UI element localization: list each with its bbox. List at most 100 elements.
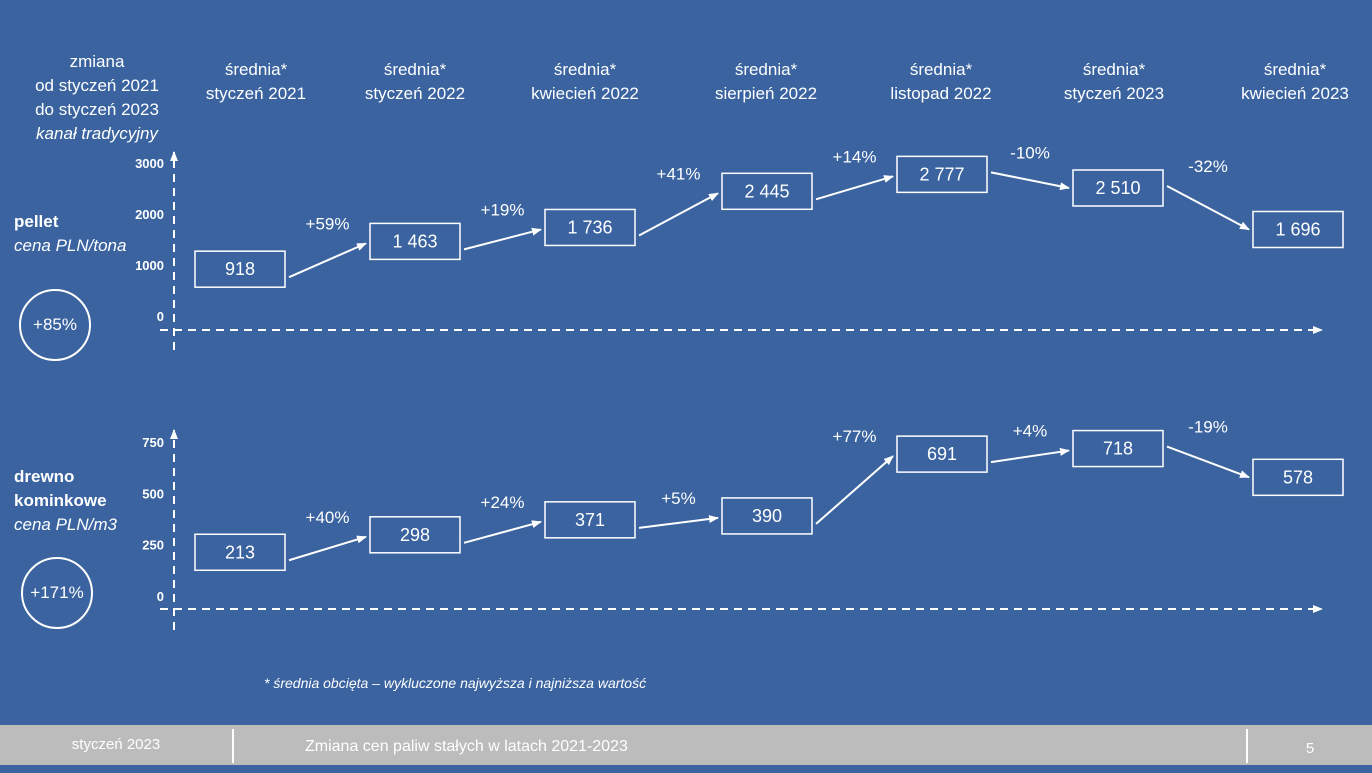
column-header: średnia* styczeń 2022 bbox=[335, 58, 495, 106]
change-arrow bbox=[463, 227, 542, 251]
value-label: 1 736 bbox=[567, 217, 612, 237]
column-header-line1: średnia* bbox=[553, 60, 617, 79]
row-label-pellet: pellet cena PLN/tona bbox=[14, 210, 126, 258]
y-tick-label: 3000 bbox=[135, 156, 164, 171]
value-label: 371 bbox=[575, 510, 605, 530]
change-arrow bbox=[815, 455, 894, 525]
change-label: +5% bbox=[661, 489, 696, 508]
row-label-drewno: drewno kominkowe cena PLN/m3 bbox=[14, 465, 117, 537]
column-header-line1: średnia* bbox=[1263, 60, 1327, 79]
column-header-line2: styczeń 2021 bbox=[205, 84, 307, 103]
value-box bbox=[896, 435, 988, 473]
change-label: -32% bbox=[1188, 157, 1228, 176]
header-left-channel: kanał tradycyjny bbox=[36, 124, 158, 143]
value-box bbox=[1252, 458, 1344, 497]
column-header: średnia* styczeń 2023 bbox=[1034, 58, 1194, 106]
column-header: średnia* listopad 2022 bbox=[861, 58, 1021, 106]
row-unit: cena PLN/tona bbox=[14, 236, 127, 255]
column-header-line2: styczeń 2022 bbox=[364, 84, 466, 103]
value-box bbox=[1072, 429, 1164, 468]
column-header-line1: średnia* bbox=[1082, 60, 1146, 79]
column-header-line2: kwiecień 2022 bbox=[531, 84, 639, 103]
column-header-line2: styczeń 2023 bbox=[1063, 84, 1165, 103]
change-label: +41% bbox=[657, 164, 701, 183]
value-label: 918 bbox=[225, 259, 255, 279]
header-left-line: do styczeń 2023 bbox=[35, 100, 159, 119]
value-box bbox=[194, 533, 286, 572]
change-arrow bbox=[638, 192, 719, 237]
change-label: +4% bbox=[1013, 422, 1048, 441]
value-box bbox=[721, 172, 813, 211]
change-label: -19% bbox=[1188, 418, 1228, 437]
value-label: 1 696 bbox=[1275, 220, 1320, 240]
value-box bbox=[369, 516, 461, 554]
footer-title: Zmiana cen paliw stałych w latach 2021-2… bbox=[305, 738, 628, 755]
column-header: średnia* kwiecień 2023 bbox=[1215, 58, 1372, 106]
row-name: drewno bbox=[14, 467, 75, 486]
y-tick-label: 1000 bbox=[135, 258, 164, 273]
value-box bbox=[544, 501, 636, 539]
value-label: 578 bbox=[1283, 467, 1313, 487]
change-label: +59% bbox=[306, 214, 350, 233]
value-box bbox=[194, 250, 286, 288]
column-header-line1: średnia* bbox=[734, 60, 798, 79]
change-arrow bbox=[1166, 185, 1250, 231]
column-header-line1: średnia* bbox=[383, 60, 447, 79]
change-arrow bbox=[288, 242, 367, 279]
change-arrow bbox=[990, 171, 1070, 191]
y-tick-label: 0 bbox=[157, 309, 164, 324]
total-change-badge-drewno: +171% bbox=[21, 557, 93, 629]
change-arrow bbox=[1166, 445, 1250, 479]
value-label: 691 bbox=[927, 444, 957, 464]
row-name: kominkowe bbox=[14, 491, 107, 510]
total-change-badge-pellet: +85% bbox=[19, 289, 91, 361]
column-header-line2: sierpień 2022 bbox=[714, 84, 818, 103]
value-label: 298 bbox=[400, 525, 430, 545]
change-label: +19% bbox=[481, 200, 525, 219]
change-arrow bbox=[638, 515, 719, 529]
total-change-value: +171% bbox=[30, 583, 84, 602]
row-unit: cena PLN/m3 bbox=[14, 515, 117, 534]
footer-date: styczeń 2023 bbox=[71, 736, 161, 753]
footer-bar: styczeń 2023 Zmiana cen paliw stałych w … bbox=[0, 725, 1372, 765]
change-label: +40% bbox=[306, 508, 350, 527]
value-box bbox=[369, 222, 461, 261]
header-left-line: zmiana bbox=[69, 52, 125, 71]
value-label: 390 bbox=[752, 506, 782, 526]
footer-divider bbox=[1246, 729, 1248, 763]
value-label: 2 445 bbox=[744, 181, 789, 201]
value-box bbox=[896, 155, 988, 194]
column-header: średnia* styczeń 2021 bbox=[176, 58, 336, 106]
change-label: -10% bbox=[1010, 143, 1050, 162]
change-label: +77% bbox=[833, 427, 877, 446]
change-arrow bbox=[288, 535, 367, 562]
change-label: +24% bbox=[481, 493, 525, 512]
value-box bbox=[1072, 169, 1164, 207]
y-tick-label: 500 bbox=[142, 486, 164, 501]
header-left-line: od styczeń 2021 bbox=[35, 76, 159, 95]
column-header-line1: średnia* bbox=[909, 60, 973, 79]
column-header: średnia* sierpień 2022 bbox=[686, 58, 846, 106]
footer-divider bbox=[232, 729, 234, 763]
change-arrow bbox=[990, 447, 1070, 464]
y-tick-label: 750 bbox=[142, 435, 164, 450]
column-header-line2: kwiecień 2023 bbox=[1241, 84, 1349, 103]
column-header: średnia* kwiecień 2022 bbox=[505, 58, 665, 106]
footer-page-number: 5 bbox=[1305, 740, 1315, 757]
change-arrow bbox=[463, 520, 542, 544]
change-arrow bbox=[815, 175, 894, 201]
change-label: +14% bbox=[833, 147, 877, 166]
value-box bbox=[544, 208, 636, 247]
y-tick-label: 250 bbox=[142, 538, 164, 553]
column-header-line2: listopad 2022 bbox=[890, 84, 992, 103]
y-tick-label: 2000 bbox=[135, 207, 164, 222]
value-label: 2 777 bbox=[919, 164, 964, 184]
value-label: 2 510 bbox=[1095, 178, 1140, 198]
value-label: 213 bbox=[225, 542, 255, 562]
value-box bbox=[721, 497, 813, 535]
value-box bbox=[1252, 210, 1344, 249]
y-tick-label: 0 bbox=[157, 589, 164, 604]
column-header-line1: średnia* bbox=[224, 60, 288, 79]
total-change-value: +85% bbox=[33, 315, 77, 334]
header-left-caption: zmiana od styczeń 2021 do styczeń 2023 k… bbox=[12, 50, 182, 146]
